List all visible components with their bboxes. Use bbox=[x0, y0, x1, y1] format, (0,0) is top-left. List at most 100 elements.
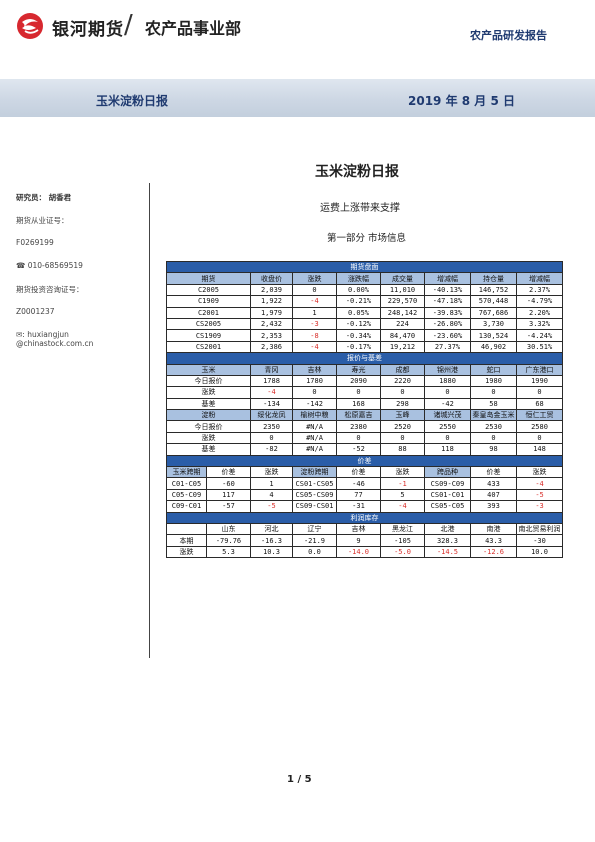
galaxy-logo-icon bbox=[17, 13, 43, 39]
column-header: 绥化龙凤 bbox=[250, 409, 293, 422]
table-section-title: 利润库存 bbox=[165, 511, 564, 525]
table-cell: -105 bbox=[380, 534, 425, 547]
column-header: 跨品种 bbox=[424, 466, 471, 479]
table-cell: 433 bbox=[470, 477, 517, 490]
table-cell: 10.0 bbox=[515, 545, 564, 559]
table-cell: C05-C09 bbox=[166, 488, 207, 502]
table-cell: 1,979 bbox=[250, 306, 293, 319]
table-cell: 2090 bbox=[336, 374, 381, 388]
table-cell: -31 bbox=[336, 500, 381, 513]
column-header: 广东港口 bbox=[515, 363, 564, 376]
table-cell: C01-C05 bbox=[166, 477, 207, 490]
title-band bbox=[0, 79, 595, 117]
market-table: 期货盘面 期货 收盘价 涨跌 涨跌幅 成交量 增减幅 持仓量 增减幅 C2005 2,039 0 0.0… bbox=[165, 260, 564, 559]
column-header: 秦皇岛金玉米 bbox=[470, 409, 517, 422]
column-header: 青冈 bbox=[250, 363, 293, 376]
column-header: 持仓量 bbox=[470, 272, 517, 285]
table-cell: 43.3 bbox=[470, 534, 517, 547]
table-cell: 5 bbox=[380, 488, 425, 502]
table-row: 基差 -134 -142 168 298 -42 58 68 bbox=[166, 397, 564, 411]
table-cell: -14.0 bbox=[336, 545, 381, 559]
table-header-row: 淀粉 绥化龙凤 榆树中粮 松原嘉吉 玉峰 诸城兴茂 秦皇岛金玉米 恒仁工贸 bbox=[166, 409, 564, 422]
table-cell: 27.37% bbox=[424, 340, 471, 354]
table-section-title: 价差 bbox=[165, 454, 564, 468]
row-label: 基差 bbox=[166, 443, 251, 456]
table-cell: 407 bbox=[470, 488, 517, 502]
column-header: 辽宁 bbox=[292, 522, 337, 536]
phone-number: ☎ 010-68569519 bbox=[16, 261, 83, 270]
table-cell: 2530 bbox=[470, 420, 517, 433]
column-header: 涨跌 bbox=[292, 272, 337, 285]
table-cell: -4 bbox=[515, 477, 564, 490]
table-cell: 98 bbox=[470, 443, 517, 456]
table-row: 今日报价 1788 1780 2090 2220 1880 1980 1990 bbox=[166, 374, 564, 388]
table-cell: CS05-C05 bbox=[424, 500, 471, 513]
column-header: 淀粉跨期 bbox=[292, 466, 337, 479]
table-cell: 248,142 bbox=[380, 306, 425, 319]
table-cell: 393 bbox=[470, 500, 517, 513]
table-cell: 767,686 bbox=[470, 306, 517, 319]
column-header: 北港 bbox=[424, 522, 471, 536]
table-cell: -57 bbox=[206, 500, 251, 513]
table-cell: 224 bbox=[380, 317, 425, 331]
table-cell: -52 bbox=[336, 443, 381, 456]
table-cell: 0 bbox=[515, 431, 564, 445]
row-label: 基差 bbox=[166, 397, 251, 411]
column-header bbox=[166, 522, 207, 536]
table-cell: -3 bbox=[292, 317, 337, 331]
author-sidebar: 研究员： 胡香君 期货从业证号： F0269199 ☎ 010-68569519… bbox=[16, 192, 146, 353]
column-header: 成交量 bbox=[380, 272, 425, 285]
table-cell: 3.32% bbox=[515, 317, 564, 331]
column-header: 期货 bbox=[166, 272, 251, 285]
table-cell: 10.3 bbox=[250, 545, 293, 559]
column-header: 淀粉 bbox=[166, 409, 251, 422]
table-cell: -42 bbox=[424, 397, 471, 411]
table-header-row: 玉米跨期 价差 涨跌 淀粉跨期 价差 涨跌 跨品种 价差 涨跌 bbox=[166, 466, 564, 479]
table-cell: 1,922 bbox=[250, 295, 293, 308]
table-section-title: 报价与基差 bbox=[165, 352, 564, 365]
brand-divider: / bbox=[124, 10, 133, 40]
table-cell: -16.3 bbox=[250, 534, 293, 547]
table-cell: -4 bbox=[292, 295, 337, 308]
table-cell: 0 bbox=[424, 431, 471, 445]
table-cell: -5.0 bbox=[380, 545, 425, 559]
table-row: 涨跌 5.3 10.3 0.0 -14.0 -5.0 -14.5 -12.6 10.0 bbox=[166, 545, 564, 559]
sidebar-divider bbox=[149, 183, 150, 658]
table-cell: C1909 bbox=[166, 295, 251, 308]
table-cell: 1880 bbox=[424, 374, 471, 388]
qualification-label: 期货从业证号： bbox=[16, 216, 69, 225]
table-cell: -4.24% bbox=[515, 329, 564, 342]
table-cell: C2001 bbox=[166, 306, 251, 319]
column-header: 成都 bbox=[380, 363, 425, 376]
table-cell: 2,432 bbox=[250, 317, 293, 331]
table-cell: -21.9 bbox=[292, 534, 337, 547]
row-label: 涨跌 bbox=[166, 386, 251, 399]
table-header-row: 山东 河北 辽宁 吉林 黑龙江 北港 南港 南北贸易利润 bbox=[166, 522, 564, 536]
table-section-title: 期货盘面 bbox=[165, 260, 564, 274]
column-header: 玉米跨期 bbox=[166, 466, 207, 479]
table-cell: 2380 bbox=[336, 420, 381, 433]
table-cell: 0.05% bbox=[336, 306, 381, 319]
report-type: 农产品研发报告 bbox=[470, 29, 547, 42]
table-cell: -4 bbox=[292, 340, 337, 354]
column-header: 南北贸易利润 bbox=[515, 522, 564, 536]
table-cell: 11,010 bbox=[380, 283, 425, 297]
page-number: 1 / 5 bbox=[287, 774, 312, 785]
table-cell: 328.3 bbox=[424, 534, 471, 547]
column-header: 涨跌 bbox=[515, 466, 564, 479]
table-cell: 2,039 bbox=[250, 283, 293, 297]
table-cell: 1780 bbox=[292, 374, 337, 388]
table-cell: -26.80% bbox=[424, 317, 471, 331]
researcher-name: 研究员： 胡香君 bbox=[16, 193, 72, 202]
table-cell: 2,386 bbox=[250, 340, 293, 354]
column-header: 涨跌 bbox=[250, 466, 293, 479]
table-cell: -23.60% bbox=[424, 329, 471, 342]
consult-label: 期货投资咨询证号： bbox=[16, 285, 84, 294]
table-cell: 146,752 bbox=[470, 283, 517, 297]
table-row: C05-C09 117 4 CS05-CS09 77 5 CS01-C01 407 -5 bbox=[166, 488, 564, 502]
table-cell: 19,212 bbox=[380, 340, 425, 354]
table-cell: 0 bbox=[470, 431, 517, 445]
table-cell: -4 bbox=[380, 500, 425, 513]
row-label: 涨跌 bbox=[166, 431, 251, 445]
table-cell: 2.20% bbox=[515, 306, 564, 319]
